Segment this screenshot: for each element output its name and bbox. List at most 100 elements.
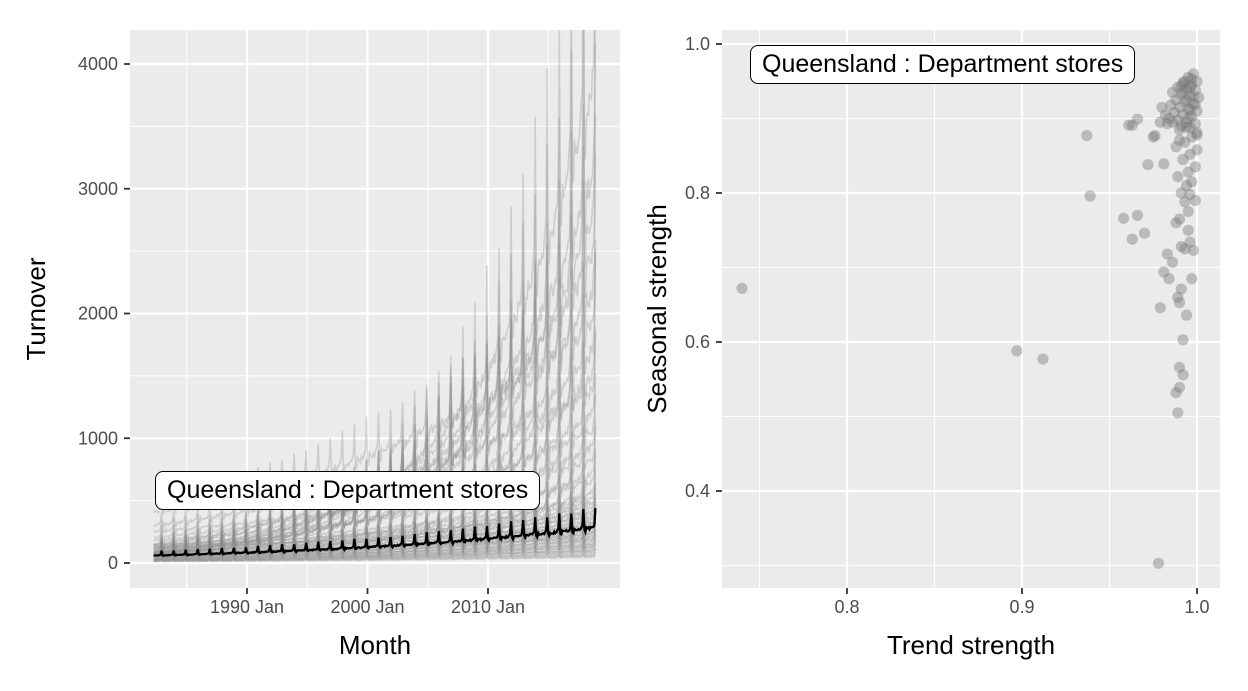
scatter-point <box>1166 256 1179 268</box>
scatter-point <box>1180 309 1193 321</box>
scatter-point <box>1165 99 1177 111</box>
y-tick-label: 0.6 <box>685 332 710 352</box>
scatter-point <box>1177 109 1189 121</box>
y-axis-title-seasonal-strength: Seasonal strength <box>642 204 672 414</box>
scatter-point <box>1156 101 1168 113</box>
scatter-point <box>1180 116 1193 128</box>
x-tick-label: 1990 Jan <box>210 597 284 617</box>
scatter-point <box>1131 209 1144 221</box>
background-series-line <box>153 533 597 559</box>
scatter-point <box>1180 83 1193 95</box>
scatter-point <box>1172 81 1184 93</box>
background-series-line <box>153 550 597 562</box>
scatter-point <box>1159 109 1172 121</box>
background-series-line <box>153 544 597 560</box>
scatter-point <box>1175 80 1187 92</box>
background-series-line <box>153 332 597 552</box>
scatter-point <box>1126 233 1138 245</box>
background-series-line <box>153 537 597 561</box>
scatter-point <box>1142 159 1154 171</box>
scatter-point <box>1186 273 1198 285</box>
background-series-line <box>153 521 597 560</box>
background-series-line <box>153 526 597 558</box>
scatter-point <box>1170 387 1182 399</box>
scatter-point <box>1186 110 1198 122</box>
scatter-point <box>1175 241 1187 253</box>
scatter-points-group <box>736 68 1205 569</box>
scatter-point <box>1175 283 1187 295</box>
scatter-point <box>1177 86 1189 98</box>
scatter-point <box>1184 188 1196 201</box>
background-series-line <box>153 495 597 549</box>
scatter-point <box>1191 144 1203 156</box>
scatter-point <box>1173 213 1186 225</box>
scatter-point <box>1179 243 1191 255</box>
scatter-point <box>1189 118 1201 130</box>
scatter-point <box>1182 71 1194 84</box>
scatter-point <box>1163 112 1175 125</box>
scatter-point <box>1182 206 1194 218</box>
background-series-line <box>153 539 597 561</box>
scatter-point <box>1166 116 1179 128</box>
scatter-point <box>1011 345 1023 357</box>
scatter-point <box>1180 94 1193 106</box>
background-series-line <box>153 543 597 562</box>
scatter-point <box>1186 131 1198 143</box>
scatter-point <box>1173 124 1186 136</box>
background-series-line <box>153 483 597 553</box>
y-axis-title-turnover: Turnover <box>21 257 51 361</box>
x-tick-label: 0.9 <box>1009 597 1034 617</box>
scatter-point <box>1184 81 1196 93</box>
scatter-point <box>1187 90 1200 102</box>
background-series-line <box>153 551 597 563</box>
background-series-line <box>153 528 597 560</box>
scatter-point <box>1172 407 1184 419</box>
scatter-point <box>1173 361 1186 373</box>
y-tick-label: 0.8 <box>685 183 710 203</box>
scatter-point <box>1126 119 1138 131</box>
y-tick-label: 1.0 <box>685 34 710 54</box>
scatter-point <box>1186 73 1198 85</box>
scatter-point <box>1081 130 1093 142</box>
scatter-point <box>1191 75 1203 87</box>
y-tick-label: 2000 <box>78 304 118 324</box>
highlight-series-line <box>153 508 597 558</box>
scatter-point <box>1161 118 1173 130</box>
scatter-point <box>1182 224 1194 236</box>
scatter-point <box>1158 158 1170 170</box>
scatter-point <box>1186 176 1198 188</box>
background-series-line <box>153 487 597 552</box>
scatter-point <box>1186 79 1198 91</box>
scatter-point <box>1180 179 1193 192</box>
scatter-point <box>1154 116 1166 128</box>
scatter-point <box>1177 334 1189 346</box>
scatter-point <box>1182 166 1194 178</box>
scatter-point <box>1179 136 1191 148</box>
scatter-point <box>1189 99 1201 111</box>
scatter-point <box>736 282 748 294</box>
x-tick-label: 1.0 <box>1184 597 1209 617</box>
scatter-point <box>1184 121 1196 133</box>
scatter-point <box>1138 227 1151 239</box>
scatter-point <box>1184 90 1196 102</box>
y-tick-label: 1000 <box>78 428 118 448</box>
scatter-point <box>1173 101 1186 113</box>
scatter-point <box>1191 105 1203 117</box>
scatter-point <box>1168 106 1180 119</box>
scatter-point <box>1184 104 1196 116</box>
scatter-point <box>1173 296 1186 309</box>
scatter-point <box>1084 190 1096 202</box>
x-tick-label: 2000 Jan <box>330 597 404 617</box>
scatter-point <box>1166 86 1179 98</box>
scatter-point <box>1154 302 1166 314</box>
background-series-line <box>153 547 597 562</box>
series-label-right: Queensland : Department stores <box>750 45 1136 84</box>
scatter-point <box>1172 291 1184 303</box>
scatter-point <box>1123 119 1135 131</box>
scatter-point <box>1182 112 1194 125</box>
scatter-point <box>1175 187 1187 199</box>
scatter-point <box>1179 95 1191 107</box>
scatter-point <box>1149 130 1161 142</box>
